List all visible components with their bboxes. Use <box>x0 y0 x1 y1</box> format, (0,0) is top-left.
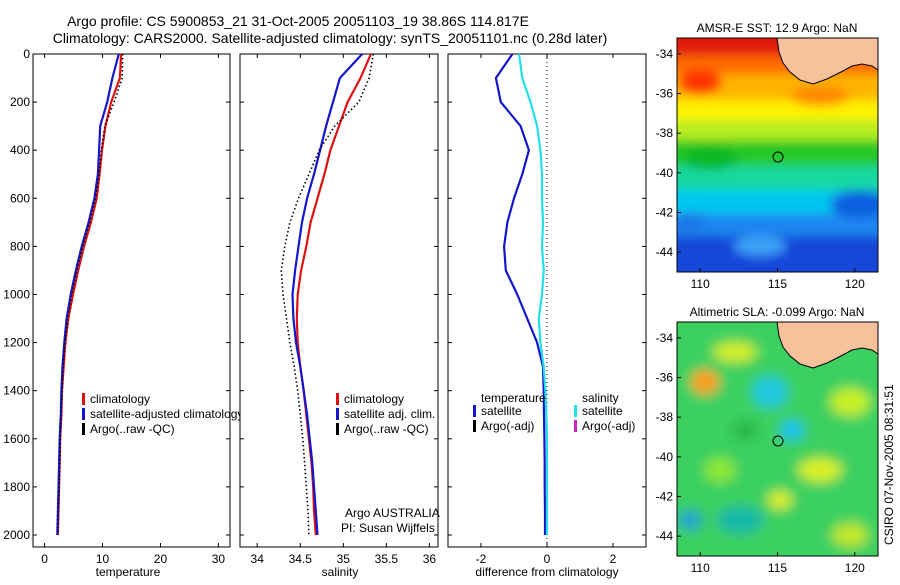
temperature-panel: 0 10 20 30 0 200 400 600 800 1000 1200 1400 1600 1800… <box>3 47 243 579</box>
temperature-axes-frame <box>32 53 231 548</box>
depth-tick-label: 1000 <box>3 287 30 301</box>
legend-label-sal-satellite: satellite <box>582 404 623 418</box>
sst-lon-tick-label: 110 <box>691 277 710 291</box>
sla-lon-tick-label: 115 <box>768 561 787 575</box>
legend-label-satellite-adjusted: satellite-adjusted climatology <box>90 407 243 421</box>
legend-swatch-temp-argo <box>473 420 476 432</box>
sla-lat-tick-label: -38 <box>656 410 674 424</box>
sla-lat-tick-label: -36 <box>656 371 674 385</box>
sla-lat-tick-label: -40 <box>656 450 674 464</box>
legend-swatch-sal-argo <box>574 420 577 432</box>
sst-field <box>677 38 878 272</box>
sst-lat-tick-label: -36 <box>656 87 674 101</box>
temperature-xlabel: temperature <box>96 565 161 579</box>
difference-xtick-label: 2 <box>610 552 617 566</box>
legend-label-temp-satellite: satellite <box>481 404 522 418</box>
sla-argo-marker <box>772 435 784 447</box>
sla-map-panel: Altimetric SLA: -0.099 Argo: NaN <box>656 305 879 575</box>
sla-map-title: Altimetric SLA: -0.099 Argo: NaN <box>690 305 865 319</box>
legend-label-climatology: climatology <box>90 392 150 406</box>
salinity-panel: 34 34.5 35 35.5 36 salinity climatology sate… <box>239 53 440 579</box>
legend-swatch-argo-sal <box>336 423 339 435</box>
header-title-line1: Argo profile: CS 5900853_21 31-Oct-2005 … <box>67 13 529 29</box>
temperature-legend: climatology satellite-adjusted climatolo… <box>82 392 243 436</box>
salinity-series-1 <box>291 53 364 536</box>
sla-lat-tick-label: -34 <box>656 331 674 345</box>
difference-legend: temperature satellite Argo(-adj) salinit… <box>473 391 635 433</box>
sst-land-australia <box>776 38 878 85</box>
legend-swatch-satellite-adjusted <box>82 408 85 420</box>
depth-tick-label: 1400 <box>3 384 30 398</box>
depth-tick-label: 200 <box>10 95 30 109</box>
salinity-axes-frame <box>239 53 439 548</box>
depth-tick-label: 1200 <box>3 336 30 350</box>
salinity-xtick-label: 35.5 <box>375 552 399 566</box>
legend-label-argo: Argo(..raw -QC) <box>90 422 175 436</box>
depth-tick-label: 400 <box>10 143 30 157</box>
salinity-xlabel: salinity <box>322 565 359 579</box>
sst-lat-tick-label: -34 <box>656 47 674 61</box>
difference-xlabel: difference from climatology <box>475 565 618 579</box>
sla-lon-tick-label: 110 <box>691 561 710 575</box>
sla-lat-tick-label: -42 <box>656 490 674 504</box>
temperature-xtick-label: 20 <box>154 552 168 566</box>
salinity-series-2 <box>280 53 375 536</box>
salinity-xtick-label: 36 <box>423 552 437 566</box>
sst-map-title: AMSR-E SST: 12.9 Argo: NaN <box>697 21 858 35</box>
legend-swatch-argo <box>82 423 85 435</box>
depth-tick-label: 600 <box>10 191 30 205</box>
legend-swatch-sal-satellite <box>574 405 577 417</box>
legend-label-argo-sal: Argo(..raw -QC) <box>344 422 429 436</box>
temperature-xtick-label: 0 <box>41 552 48 566</box>
difference-xtick-label: -2 <box>476 552 487 566</box>
difference-xtick-label: 0 <box>544 552 551 566</box>
legend-swatch-climatology <box>82 393 85 405</box>
depth-tick-label: 1600 <box>3 432 30 446</box>
depth-tick-label: 0 <box>23 47 30 61</box>
sst-lon-tick-label: 115 <box>768 277 787 291</box>
legend-swatch-satellite-sal <box>336 408 339 420</box>
sst-lat-tick-label: -42 <box>656 206 674 220</box>
difference-series-0 <box>494 53 547 535</box>
annotation-argo-australia: Argo AUSTRALIA <box>345 506 440 520</box>
sla-land-australia <box>776 322 878 369</box>
temperature-xtick-label: 10 <box>96 552 110 566</box>
legend-label-temp-argo: Argo(-adj) <box>481 419 534 433</box>
legend-label-climatology-sal: climatology <box>344 392 404 406</box>
depth-tick-label: 800 <box>10 239 30 253</box>
salinity-xtick-label: 34 <box>251 552 265 566</box>
salinity-legend: climatology satellite adj. clim. Argo(..… <box>336 392 435 436</box>
difference-series-1 <box>517 53 549 535</box>
sla-field <box>677 322 878 556</box>
legend-label-satellite-sal: satellite adj. clim. <box>344 407 435 421</box>
sla-lat-tick-label: -44 <box>656 529 674 543</box>
legend-label-sal-argo: Argo(-adj) <box>582 419 635 433</box>
sst-lat-tick-label: -40 <box>656 166 674 180</box>
header-title-line2: Climatology: CARS2000. Satellite-adjuste… <box>53 30 608 46</box>
annotation-pi-name: PI: Susan Wijffels <box>341 521 435 535</box>
legend-swatch-temp-satellite <box>473 405 476 417</box>
sst-argo-marker <box>772 151 784 163</box>
depth-tick-label: 2000 <box>3 528 30 542</box>
sst-map-panel: AMSR-E SST: 12.9 Argo: NaN <box>656 21 879 291</box>
sst-lon-tick-label: 120 <box>845 277 865 291</box>
temperature-series-2 <box>57 53 124 536</box>
difference-panel: -2 0 2 difference from climatology tempera… <box>447 53 647 579</box>
sst-lat-tick-label: -38 <box>656 126 674 140</box>
temperature-xtick-label: 30 <box>212 552 226 566</box>
sla-lon-tick-label: 120 <box>845 561 865 575</box>
legend-title-temperature: temperature <box>481 391 546 405</box>
depth-tick-label: 1800 <box>3 480 30 494</box>
legend-swatch-climatology-sal <box>336 393 339 405</box>
salinity-xtick-label: 35 <box>337 552 351 566</box>
salinity-xtick-label: 34.5 <box>289 552 313 566</box>
credit-text: CSIRO 07-Nov-2005 08:31:51 <box>882 384 896 545</box>
sst-lat-tick-label: -44 <box>656 245 674 259</box>
legend-title-salinity: salinity <box>582 391 619 405</box>
